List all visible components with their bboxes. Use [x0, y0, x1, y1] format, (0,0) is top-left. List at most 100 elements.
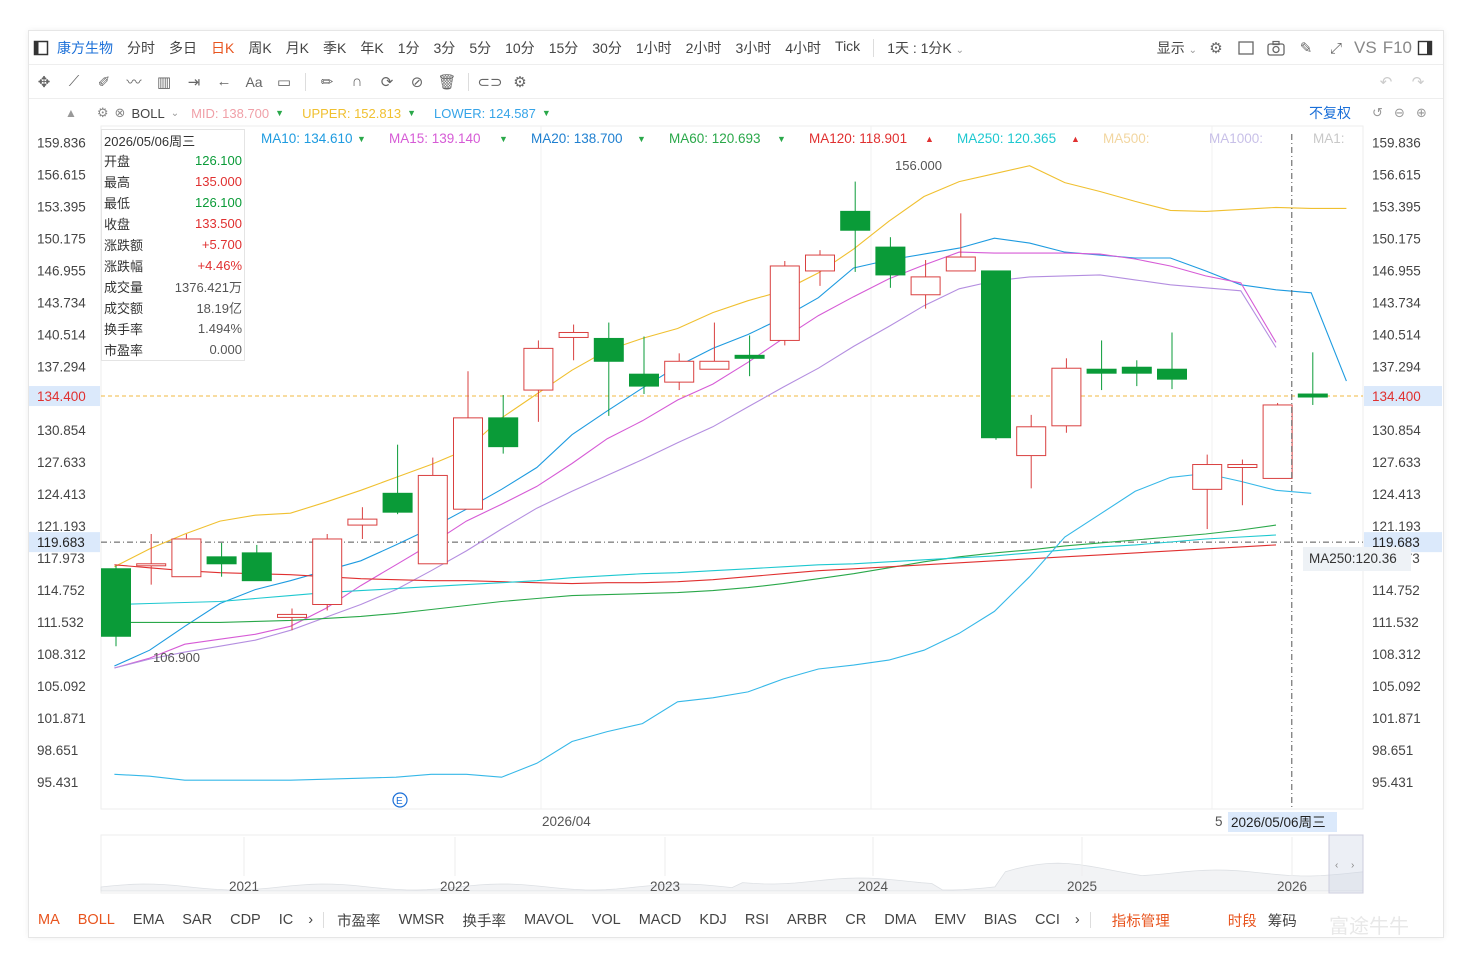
fullscreen-icon[interactable]: ⤢: [1330, 39, 1343, 57]
chevron-right-icon[interactable]: ›: [1074, 912, 1080, 928]
indicator-tab[interactable]: CR: [845, 912, 867, 928]
period-tab[interactable]: 10分: [505, 39, 535, 56]
gear-icon[interactable]: ⚙: [1209, 40, 1223, 57]
dropdown-triangle-icon[interactable]: ▼: [637, 134, 646, 144]
candle-body[interactable]: [136, 563, 167, 567]
indicator-tab[interactable]: 筹码: [1267, 913, 1297, 930]
collapse-icon[interactable]: ▲: [65, 106, 77, 120]
period-tab[interactable]: 3分: [433, 39, 456, 56]
candle-body[interactable]: [417, 474, 448, 565]
indicator-tab[interactable]: CDP: [230, 912, 261, 928]
candle-body[interactable]: [277, 613, 307, 618]
period-tab[interactable]: 年K: [360, 39, 384, 56]
indicator-tab[interactable]: MACD: [638, 912, 682, 928]
dropdown-triangle-icon[interactable]: ▲: [1071, 134, 1080, 144]
f10-button[interactable]: F10: [1382, 38, 1412, 57]
panel-toggle-icon[interactable]: [29, 34, 53, 62]
line-tool-icon[interactable]: ⟋: [68, 73, 80, 90]
candle-body[interactable]: [171, 538, 202, 578]
candle-body[interactable]: [840, 210, 871, 231]
candle-body[interactable]: [664, 360, 695, 383]
candle-body[interactable]: [910, 276, 941, 296]
candle-body[interactable]: [1297, 393, 1328, 398]
indicator-settings-icon[interactable]: ⚙: [96, 105, 109, 120]
period-tab[interactable]: 3小时: [735, 39, 772, 56]
trash-icon[interactable]: 🗑: [437, 73, 457, 91]
indicator-tab[interactable]: CCI: [1034, 912, 1060, 928]
candlestick-chart[interactable]: 159.836 159.836 156.615 156.615 153.395 153.3…: [29, 31, 1444, 938]
period-tab[interactable]: 周K: [248, 39, 272, 56]
brush-icon[interactable]: ✏: [320, 73, 334, 91]
hide-icon[interactable]: ⊘: [410, 73, 424, 91]
candle-body[interactable]: [1157, 368, 1187, 380]
period-tab[interactable]: 月K: [285, 39, 310, 56]
period-tab[interactable]: 15分: [548, 39, 579, 56]
candle-body[interactable]: [1227, 464, 1258, 468]
indicator-tab[interactable]: 换手率: [462, 913, 506, 930]
candle-body[interactable]: [488, 417, 519, 448]
period-tab[interactable]: 1小时: [635, 39, 672, 56]
period-tab[interactable]: 2小时: [685, 39, 722, 56]
candle-body[interactable]: [241, 552, 272, 582]
comment-icon[interactable]: ▭: [276, 73, 292, 91]
candle-body[interactable]: [1016, 426, 1047, 457]
candle-body[interactable]: [1051, 367, 1082, 427]
indicator-tab[interactable]: 指标管理: [1111, 913, 1170, 930]
indicator-tab[interactable]: MA: [38, 912, 60, 928]
settings-icon[interactable]: ⚙: [513, 73, 527, 91]
candle-body[interactable]: [206, 556, 237, 565]
period-tab[interactable]: 30分: [592, 39, 622, 56]
zoom-in-icon[interactable]: ⊕: [1416, 105, 1427, 120]
pencil-icon[interactable]: ✎: [1299, 40, 1313, 57]
dropdown-triangle-icon[interactable]: ▼: [357, 134, 366, 144]
magnet-icon[interactable]: ∩: [351, 73, 363, 90]
camera-icon[interactable]: [1261, 34, 1291, 62]
pen-tool-icon[interactable]: ✐: [97, 73, 111, 91]
indicator-tab[interactable]: ARBR: [786, 912, 828, 928]
candle-body[interactable]: [629, 373, 659, 387]
period-tab[interactable]: 日K: [211, 39, 235, 56]
boll-name[interactable]: BOLL: [131, 105, 165, 121]
dropdown-triangle-icon[interactable]: ▼: [407, 108, 416, 118]
indicator-tab[interactable]: SAR: [182, 912, 213, 928]
indicator-tab[interactable]: EMA: [132, 912, 165, 928]
candle-body[interactable]: [382, 492, 413, 513]
candle-body[interactable]: [945, 256, 976, 272]
undo-icon[interactable]: ↶: [1379, 73, 1393, 91]
candle-body[interactable]: [453, 417, 483, 510]
period-tab[interactable]: 5分: [469, 39, 492, 56]
fuquan-toggle[interactable]: 不复权: [1309, 105, 1351, 121]
candle-body[interactable]: [981, 270, 1011, 439]
candle-body[interactable]: [1262, 404, 1293, 479]
dropdown-triangle-icon[interactable]: ▼: [541, 108, 551, 118]
period-tab[interactable]: Tick: [835, 37, 861, 54]
indicator-tab[interactable]: MAVOL: [523, 912, 574, 928]
candle-body[interactable]: [1121, 366, 1152, 374]
move-icon[interactable]: ✥: [37, 73, 51, 91]
chevron-right-icon[interactable]: ›: [308, 912, 314, 928]
layout-icon[interactable]: [1231, 34, 1261, 62]
sidebar-icon[interactable]: [1415, 34, 1435, 62]
period-tab[interactable]: 季K: [323, 39, 347, 56]
period-tab[interactable]: 4小时: [785, 39, 822, 56]
dropdown-triangle-icon[interactable]: ▼: [499, 134, 508, 144]
indicator-tab[interactable]: BIAS: [983, 912, 1017, 928]
candle-body[interactable]: [1192, 464, 1223, 490]
candle-body[interactable]: [734, 354, 765, 359]
indicator-tab[interactable]: KDJ: [699, 912, 727, 928]
dropdown-triangle-icon[interactable]: ▼: [275, 108, 285, 118]
indicator-tab[interactable]: BOLL: [77, 912, 115, 928]
indicator-close-icon[interactable]: ⊗: [114, 105, 126, 120]
sync-icon[interactable]: ⟳: [380, 73, 394, 91]
candle-body[interactable]: [312, 538, 343, 605]
link-icon[interactable]: ⊂⊃: [477, 73, 503, 91]
event-marker-icon[interactable]: [392, 792, 408, 808]
fib-tool-icon[interactable]: ▥: [156, 73, 172, 91]
candle-body[interactable]: [769, 265, 800, 341]
indicator-tab[interactable]: RSI: [744, 912, 769, 928]
candle-body[interactable]: [1086, 368, 1117, 374]
candle-body[interactable]: [805, 254, 835, 272]
text-tool-icon[interactable]: Aa: [245, 73, 263, 90]
candle-body[interactable]: [523, 347, 554, 391]
wave-tool-icon[interactable]: 〰: [126, 74, 142, 91]
